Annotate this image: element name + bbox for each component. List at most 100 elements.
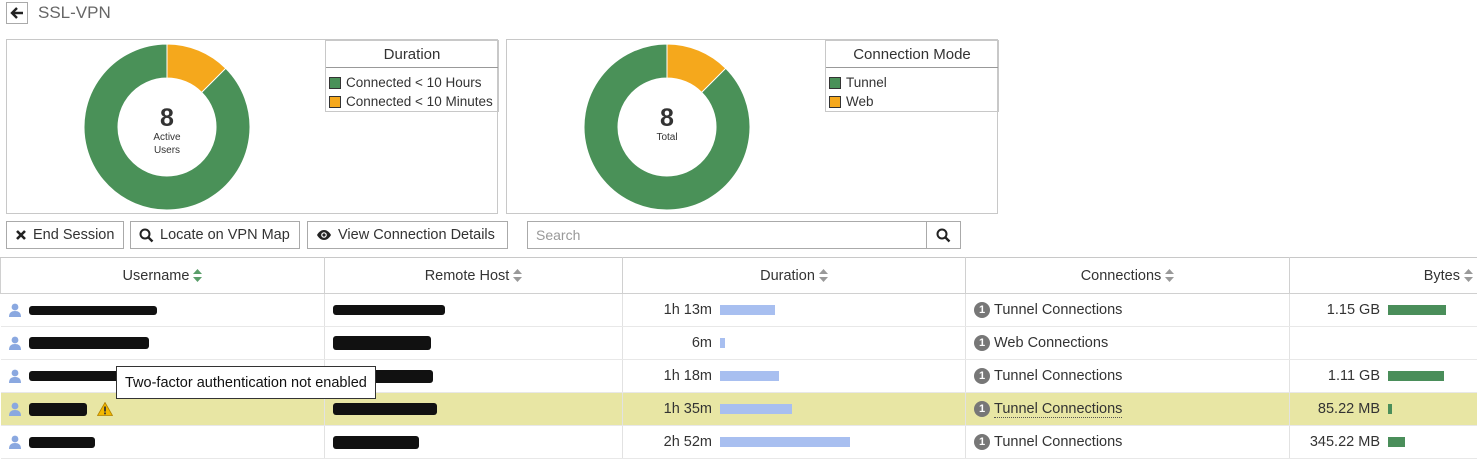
bytes-cell [1289, 326, 1477, 360]
duration-text: 1h 35m [663, 401, 712, 417]
column-label: Bytes [1423, 267, 1460, 284]
connections-text: Tunnel Connections [994, 302, 1123, 318]
view-connection-details-button[interactable]: View Connection Details [307, 221, 508, 249]
connection-count-badge: 1 [974, 335, 990, 351]
connections-cell[interactable]: 1 Tunnel Connections [965, 293, 1290, 327]
connections-cell[interactable]: 1 Tunnel Connections [965, 359, 1290, 393]
bytes-text: 85.22 MB [1317, 401, 1380, 417]
table-header-row: Username Remote Host Duration Connection… [0, 257, 1477, 294]
sort-icon [193, 269, 203, 283]
locate-on-vpn-map-button[interactable]: Locate on VPN Map [130, 221, 300, 249]
connections-cell[interactable]: 1 Web Connections [965, 326, 1290, 360]
sort-icon [1464, 269, 1473, 283]
column-header-remote-host[interactable]: Remote Host [324, 257, 623, 294]
active-users-count: 8 [160, 104, 174, 132]
locate-on-vpn-map-label: Locate on VPN Map [160, 227, 290, 243]
two-factor-tooltip: Two-factor authentication not enabled [116, 366, 376, 399]
connection-mode-legend: Connection Mode Tunnel Web [825, 40, 999, 112]
table-row[interactable]: 1h 18m 1 Tunnel Connections 1.11 GB [0, 359, 1477, 393]
column-header-bytes[interactable]: Bytes [1289, 257, 1477, 294]
user-cell-content [1, 360, 325, 392]
donut-slice-connected-10-hours[interactable] [84, 44, 250, 210]
redacted-username [28, 402, 87, 416]
search-input[interactable] [528, 222, 926, 248]
legend-swatch-green [329, 76, 341, 89]
redacted-username [28, 371, 139, 381]
warning-icon[interactable] [96, 402, 113, 416]
connection-mode-legend-title: Connection Mode [826, 40, 998, 68]
duration-text: 1h 18m [663, 368, 712, 384]
column-label: Username [122, 267, 190, 284]
search-button[interactable] [926, 222, 960, 248]
donut-slice-web[interactable] [666, 44, 727, 94]
username-cell[interactable] [0, 425, 325, 459]
legend-item-connected-10-hours[interactable]: Connected < 10 Hours [326, 73, 498, 92]
bytes-text: 345.22 MB [1309, 434, 1380, 450]
bytes-bar [1388, 371, 1444, 381]
user-icon [8, 303, 21, 317]
table-row[interactable]: 6m 1 Web Connections [0, 326, 1477, 360]
bytes-bar [1388, 305, 1446, 315]
connection-mode-donut-chart [584, 44, 750, 210]
column-label: Remote Host [424, 267, 510, 284]
page-title: SSL-VPN [38, 3, 111, 22]
duration-bar [720, 404, 792, 414]
sessions-table: Username Remote Host Duration Connection… [0, 257, 1477, 459]
redacted-remote-host [333, 336, 431, 350]
connection-count-badge: 1 [974, 368, 990, 384]
connection-count-badge: 1 [974, 401, 990, 417]
connections-cell[interactable]: 1 Tunnel Connections [965, 425, 1290, 459]
bytes-cell: 1.15 GB [1289, 293, 1477, 327]
donut-slice-tunnel[interactable] [584, 44, 750, 210]
connections-cell[interactable]: 1 Tunnel Connections [965, 392, 1290, 426]
bytes-text: 1.11 GB [1327, 368, 1380, 384]
table-row[interactable]: 2h 52m 1 Tunnel Connections 345.22 MB [0, 425, 1477, 459]
legend-label: Web [846, 94, 874, 109]
duration-text: 6m [691, 335, 712, 351]
column-header-duration[interactable]: Duration [622, 257, 966, 294]
duration-cell: 6m [622, 326, 966, 360]
column-header-username[interactable]: Username [0, 257, 325, 294]
bytes-cell: 85.22 MB [1289, 392, 1477, 426]
duration-bar [720, 371, 779, 381]
donut-slice-connected-10-minutes[interactable] [166, 44, 227, 94]
redacted-remote-host [333, 305, 445, 315]
duration-cell: 2h 52m [622, 425, 966, 459]
duration-bar [720, 437, 850, 447]
back-button[interactable] [6, 2, 28, 24]
duration-bar [720, 305, 775, 315]
duration-bar [720, 338, 725, 348]
table-row[interactable]: 1h 13m 1 Tunnel Connections 1.15 GB [0, 293, 1477, 327]
remote-host-cell [324, 293, 623, 327]
connection-count-badge: 1 [974, 434, 990, 450]
legend-swatch-green [829, 76, 841, 89]
bytes-text: 1.15 GB [1326, 302, 1380, 318]
close-icon [16, 230, 26, 240]
column-header-connections[interactable]: Connections [965, 257, 1290, 294]
duration-cell: 1h 13m [622, 293, 966, 327]
bytes-bar [1388, 404, 1392, 414]
total-count: 8 [660, 104, 674, 132]
end-session-button[interactable]: End Session [6, 221, 124, 249]
search-icon [139, 228, 154, 242]
legend-item-web[interactable]: Web [826, 92, 998, 111]
remote-host-cell [324, 326, 623, 360]
legend-item-tunnel[interactable]: Tunnel [826, 73, 998, 92]
active-users-label-line2: Users [153, 145, 181, 156]
connection-mode-card: 8 Total Connection Mode Tunnel Web [506, 39, 999, 214]
view-connection-details-label: View Connection Details [338, 227, 495, 243]
username-cell[interactable] [0, 293, 325, 327]
redacted-username [28, 305, 157, 315]
legend-label: Connected < 10 Hours [346, 75, 482, 90]
search-box [527, 221, 961, 249]
legend-label: Tunnel [846, 75, 887, 90]
connections-text: Web Connections [994, 335, 1109, 351]
legend-item-connected-10-minutes[interactable]: Connected < 10 Minutes [326, 92, 498, 111]
user-cell-content [1, 393, 325, 425]
bytes-cell: 1.11 GB [1289, 359, 1477, 393]
duration-donut-center: 8 Active Users [127, 105, 207, 157]
bytes-bar [1388, 437, 1405, 447]
redacted-username [28, 436, 95, 448]
username-cell[interactable] [0, 326, 325, 360]
user-icon [8, 435, 21, 449]
